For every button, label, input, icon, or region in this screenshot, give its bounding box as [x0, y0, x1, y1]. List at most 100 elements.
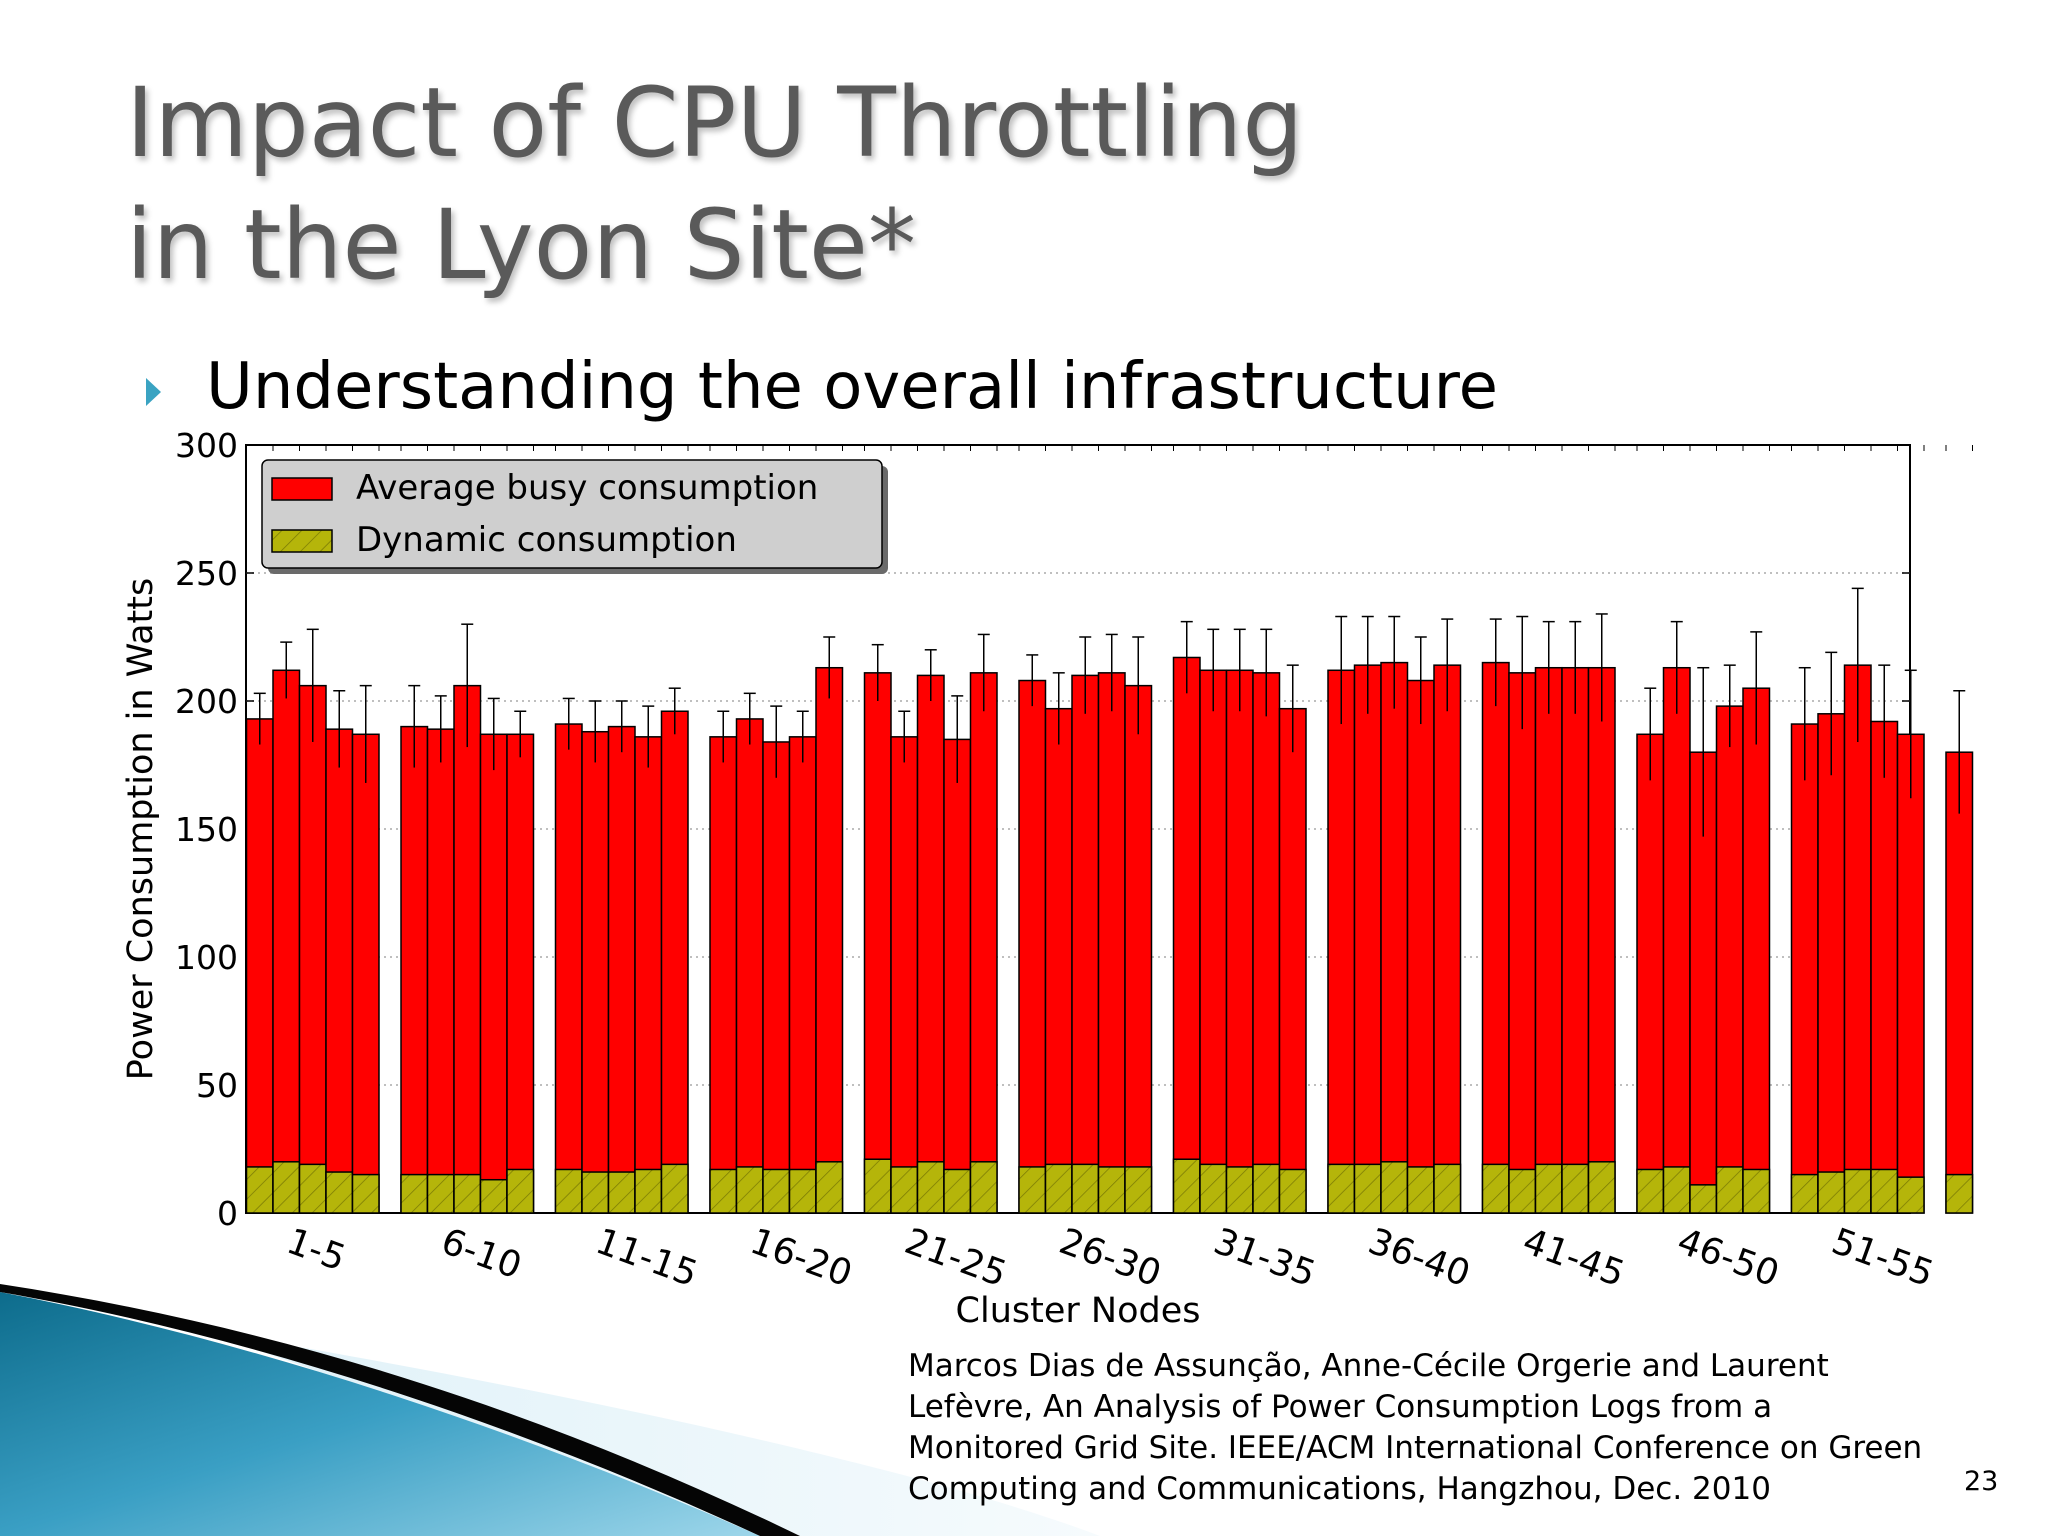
- dynamic-consumption-bar: [1327, 1163, 1356, 1214]
- x-group-label: 46-50: [1672, 1221, 1784, 1295]
- dynamic-consumption-bar: [1252, 1163, 1281, 1214]
- busy-consumption-bar: [554, 723, 583, 1214]
- legend-label: Dynamic consumption: [356, 520, 737, 560]
- dynamic-consumption-bar: [1636, 1168, 1665, 1214]
- dynamic-consumption-bar: [581, 1171, 610, 1214]
- dynamic-consumption-bar: [634, 1168, 663, 1214]
- busy-consumption-bar: [916, 674, 945, 1214]
- busy-consumption-bar: [1636, 733, 1665, 1214]
- dynamic-consumption-bar: [1790, 1173, 1819, 1214]
- dynamic-consumption-bar: [245, 1166, 274, 1214]
- busy-consumption-bar: [735, 718, 764, 1214]
- citation-line: Marcos Dias de Assunção, Anne-Cécile Org…: [908, 1348, 1829, 1384]
- dynamic-consumption-bar: [1172, 1158, 1201, 1214]
- dynamic-consumption-bar: [735, 1166, 764, 1214]
- dynamic-consumption-bar: [351, 1173, 380, 1214]
- dynamic-consumption-bar: [400, 1173, 429, 1214]
- busy-consumption-bar: [762, 741, 791, 1214]
- busy-consumption-bar: [1896, 733, 1925, 1214]
- busy-consumption-bar: [1561, 666, 1590, 1214]
- busy-consumption-bar: [890, 736, 919, 1214]
- x-axis-label: Cluster Nodes: [956, 1291, 1201, 1331]
- y-tick-label: 200: [175, 682, 238, 721]
- busy-consumption-bar: [815, 666, 844, 1214]
- busy-consumption-bar: [1481, 661, 1510, 1214]
- dynamic-consumption-bar: [1742, 1168, 1771, 1214]
- dynamic-consumption-bar: [325, 1171, 354, 1214]
- legend-label: Average busy consumption: [356, 468, 818, 508]
- citation-line: Computing and Communications, Hangzhou, …: [908, 1471, 1771, 1507]
- x-group-label: 36-40: [1363, 1221, 1475, 1295]
- y-tick-label: 50: [196, 1066, 238, 1105]
- busy-consumption-bar: [1199, 669, 1228, 1214]
- citation-line: Lefèvre, An Analysis of Power Consumptio…: [908, 1389, 1773, 1425]
- busy-consumption-bar: [1044, 707, 1073, 1214]
- busy-consumption-bar: [1715, 705, 1744, 1214]
- dynamic-consumption-bar: [1817, 1171, 1846, 1214]
- busy-consumption-bar: [1843, 664, 1872, 1214]
- dynamic-consumption-bar: [506, 1168, 535, 1214]
- x-group-label: 26-30: [1054, 1221, 1166, 1295]
- busy-consumption-bar: [1018, 679, 1047, 1214]
- busy-consumption-bar: [863, 672, 892, 1214]
- busy-consumption-bar: [272, 669, 301, 1214]
- dynamic-consumption-bar: [1199, 1163, 1228, 1214]
- dynamic-consumption-bar: [1662, 1166, 1691, 1214]
- busy-consumption-bar: [607, 725, 636, 1214]
- busy-consumption-bar: [1433, 664, 1462, 1214]
- busy-consumption-bar: [1071, 674, 1100, 1214]
- busy-consumption-bar: [1662, 666, 1691, 1214]
- dynamic-consumption-bar: [916, 1161, 945, 1214]
- page-number: 23: [1964, 1466, 1999, 1497]
- busy-consumption-bar: [788, 736, 817, 1214]
- dynamic-consumption-bar: [479, 1178, 508, 1214]
- dynamic-consumption-bar: [1018, 1166, 1047, 1214]
- x-group-label: 1-5: [281, 1221, 350, 1280]
- dynamic-consumption-bar: [1380, 1161, 1409, 1214]
- x-group-label: 6-10: [436, 1221, 527, 1287]
- dynamic-consumption-bar: [1870, 1168, 1899, 1214]
- dynamic-consumption-bar: [1225, 1166, 1254, 1214]
- busy-consumption-bar: [1870, 720, 1899, 1214]
- busy-consumption-bar: [479, 733, 508, 1214]
- busy-consumption-bar: [506, 733, 535, 1214]
- y-axis-label: Power Consumption in Watts: [121, 578, 161, 1080]
- dynamic-consumption-bar: [1689, 1184, 1718, 1214]
- dynamic-consumption-bar: [863, 1158, 892, 1214]
- x-group-label: 16-20: [745, 1221, 857, 1295]
- busy-consumption-bar: [634, 736, 663, 1214]
- dynamic-consumption-bar: [788, 1168, 817, 1214]
- busy-consumption-bar: [298, 684, 327, 1214]
- dynamic-consumption-bar: [1044, 1163, 1073, 1214]
- busy-consumption-bar: [453, 684, 482, 1214]
- busy-consumption-bar: [1406, 679, 1435, 1214]
- citation-line: Monitored Grid Site. IEEE/ACM Internatio…: [908, 1430, 1923, 1466]
- busy-consumption-bar: [1508, 672, 1537, 1214]
- y-tick-label: 100: [175, 938, 238, 977]
- x-group-label: 31-35: [1208, 1221, 1320, 1295]
- y-tick-label: 300: [175, 426, 238, 465]
- busy-consumption-bar: [1097, 672, 1126, 1214]
- busy-consumption-bar: [1945, 751, 1974, 1214]
- busy-consumption-bar: [709, 736, 738, 1214]
- dynamic-consumption-bar: [272, 1161, 301, 1214]
- dynamic-consumption-bar: [1715, 1166, 1744, 1214]
- dynamic-consumption-bar: [1896, 1176, 1925, 1214]
- dynamic-consumption-bar: [1508, 1168, 1537, 1214]
- dynamic-consumption-bar: [1278, 1168, 1307, 1214]
- dynamic-consumption-bar: [1406, 1166, 1435, 1214]
- legend: Average busy consumption Dynamic consumpt…: [261, 459, 888, 574]
- x-group-label: 51-55: [1826, 1221, 1938, 1295]
- busy-consumption-bar: [1225, 669, 1254, 1214]
- busy-consumption-bar: [969, 672, 998, 1214]
- legend-swatch-dynamic: [271, 529, 333, 553]
- dynamic-consumption-bar: [554, 1168, 583, 1214]
- y-tick-label: 0: [217, 1194, 238, 1233]
- dynamic-consumption-bar: [1433, 1163, 1462, 1214]
- dynamic-consumption-bar: [1534, 1163, 1563, 1214]
- dynamic-consumption-bar: [1561, 1163, 1590, 1214]
- dynamic-consumption-bar: [709, 1168, 738, 1214]
